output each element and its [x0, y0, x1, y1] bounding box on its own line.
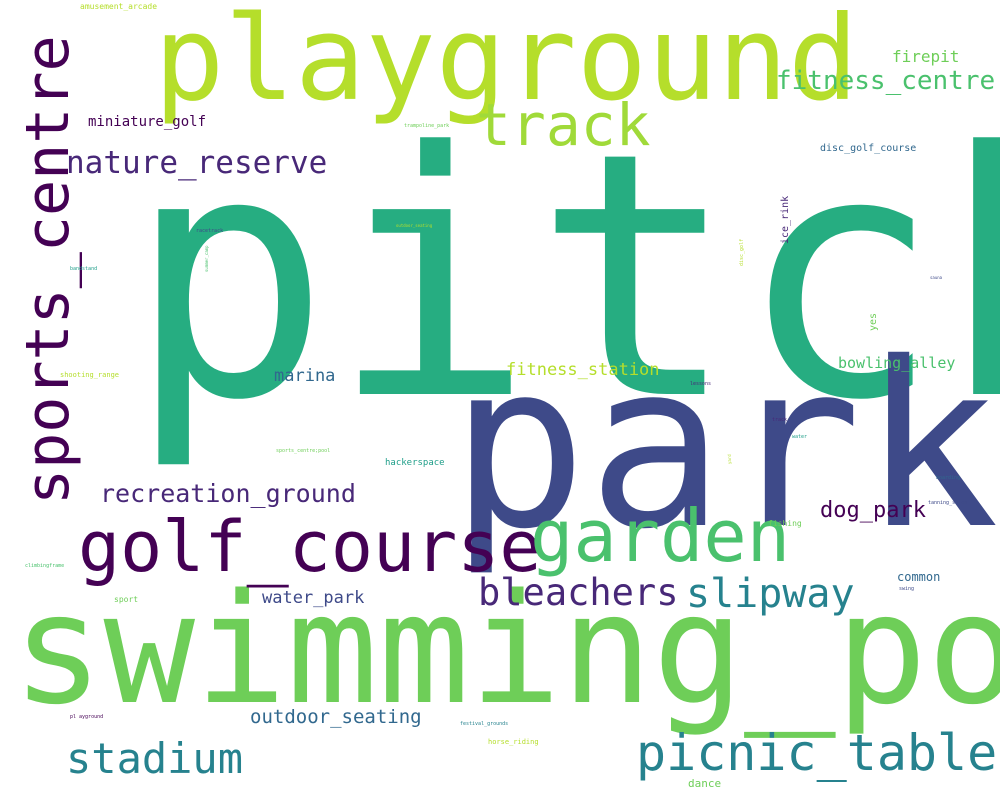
- word-firepit: firepit: [892, 47, 960, 66]
- word-sports-centre-pool: sports_centre;pool: [276, 448, 331, 454]
- word-sauna: sauna: [930, 275, 943, 280]
- word-outdoor-seating-small: outdoor_seating: [396, 223, 433, 228]
- word-track-small: track: [772, 417, 788, 423]
- word-water: water: [792, 434, 808, 440]
- word-summer-camp: summer_camp: [204, 245, 209, 273]
- word-trampoline-park: trampoline_park: [404, 123, 450, 129]
- word-yard: yard: [727, 454, 732, 464]
- word-sports-centre: sports_centre: [13, 35, 83, 505]
- word-disc-golf: disc_golf: [739, 238, 745, 266]
- word-disc-golf-course: disc_golf_course: [820, 143, 917, 154]
- word-slipway: slipway: [686, 571, 855, 617]
- word-recreation-ground: recreation_ground: [100, 479, 356, 508]
- word-bleachers: bleachers: [478, 571, 679, 614]
- word-common: common: [897, 570, 941, 584]
- word-dance: dance: [688, 777, 722, 790]
- word-bandstand: bandstand: [70, 266, 98, 272]
- word-park: park: [450, 313, 1000, 579]
- word-dog-park: dog_park: [820, 498, 926, 523]
- word-track: track: [476, 91, 651, 159]
- word-nature-reserve: nature_reserve: [66, 145, 328, 181]
- word-garden: garden: [530, 494, 791, 578]
- word-miniature-golf: miniature_golf: [88, 114, 207, 130]
- word-tanning-salon: tanning_salon: [928, 500, 968, 506]
- word-fitness-station: fitness_station: [506, 360, 660, 380]
- word-playground: playground: [154, 0, 859, 127]
- word-outdoor-seating: outdoor_seating: [250, 706, 422, 728]
- word-stadium: stadium: [66, 734, 244, 783]
- word-lessons: lessons: [690, 381, 712, 387]
- word-picnic-table: picnic_table: [636, 724, 998, 782]
- word-pitch: pitch: [127, 80, 1000, 474]
- word-amusement-arcade: amusement_arcade: [80, 2, 158, 11]
- word-horse-riding: horse_riding: [488, 738, 539, 746]
- word-boarding: boarding: [936, 475, 961, 481]
- word-fitness-centre: fitness_centre: [776, 66, 996, 96]
- word-climbingframe: climbingframe: [25, 563, 65, 569]
- word-yes: yes: [868, 312, 879, 331]
- word-golf-course: golf_course: [78, 506, 542, 588]
- word-water-park: water_park: [262, 588, 365, 608]
- word-playground-small: pl ayground: [70, 714, 104, 720]
- word-sport: sport: [114, 595, 139, 604]
- word-swing: swing: [899, 586, 915, 592]
- word-bowling-alley: bowling_alley: [838, 354, 956, 372]
- word-festival-grounds: festival_grounds: [460, 721, 509, 727]
- word-fishing: fishing: [768, 519, 802, 528]
- word-swimming-pool: swimming_pool: [12, 561, 1000, 738]
- word-shooting-range: shooting_range: [60, 371, 120, 379]
- word-hackerspace: hackerspace: [385, 458, 445, 468]
- word-racetrack: racetrack: [196, 228, 224, 234]
- word-ice-rink: ice_rink: [780, 195, 791, 244]
- word-marina: marina: [274, 366, 336, 386]
